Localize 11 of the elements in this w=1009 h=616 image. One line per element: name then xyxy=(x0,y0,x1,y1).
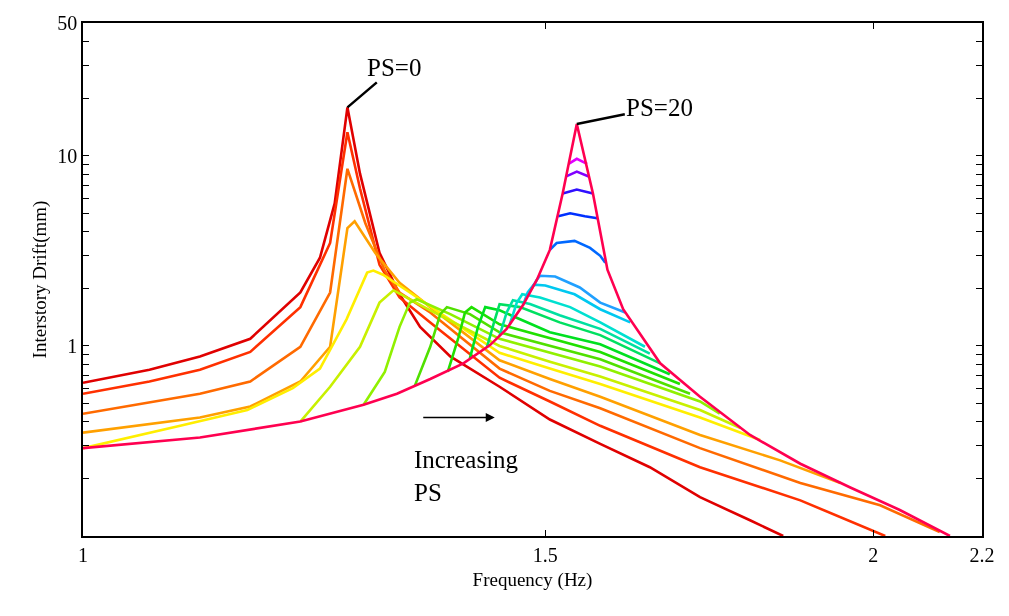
y-tick-label: 10 xyxy=(57,144,78,167)
annotation: Increasing PS xyxy=(414,446,519,506)
y-tick-label: 1 xyxy=(67,334,78,357)
y-tick-label: 50 xyxy=(57,12,78,34)
x-axis-title: Frequency (Hz) xyxy=(472,569,593,592)
annotation: PS=20 xyxy=(626,94,693,121)
annotation: PS=0 xyxy=(367,54,422,81)
y-axis-title: Interstory Drift(mm) xyxy=(28,200,51,359)
x-tick-label: 2.2 xyxy=(969,543,995,566)
x-tick-label: 2 xyxy=(868,543,879,566)
x-tick-label: 1.5 xyxy=(532,543,558,566)
